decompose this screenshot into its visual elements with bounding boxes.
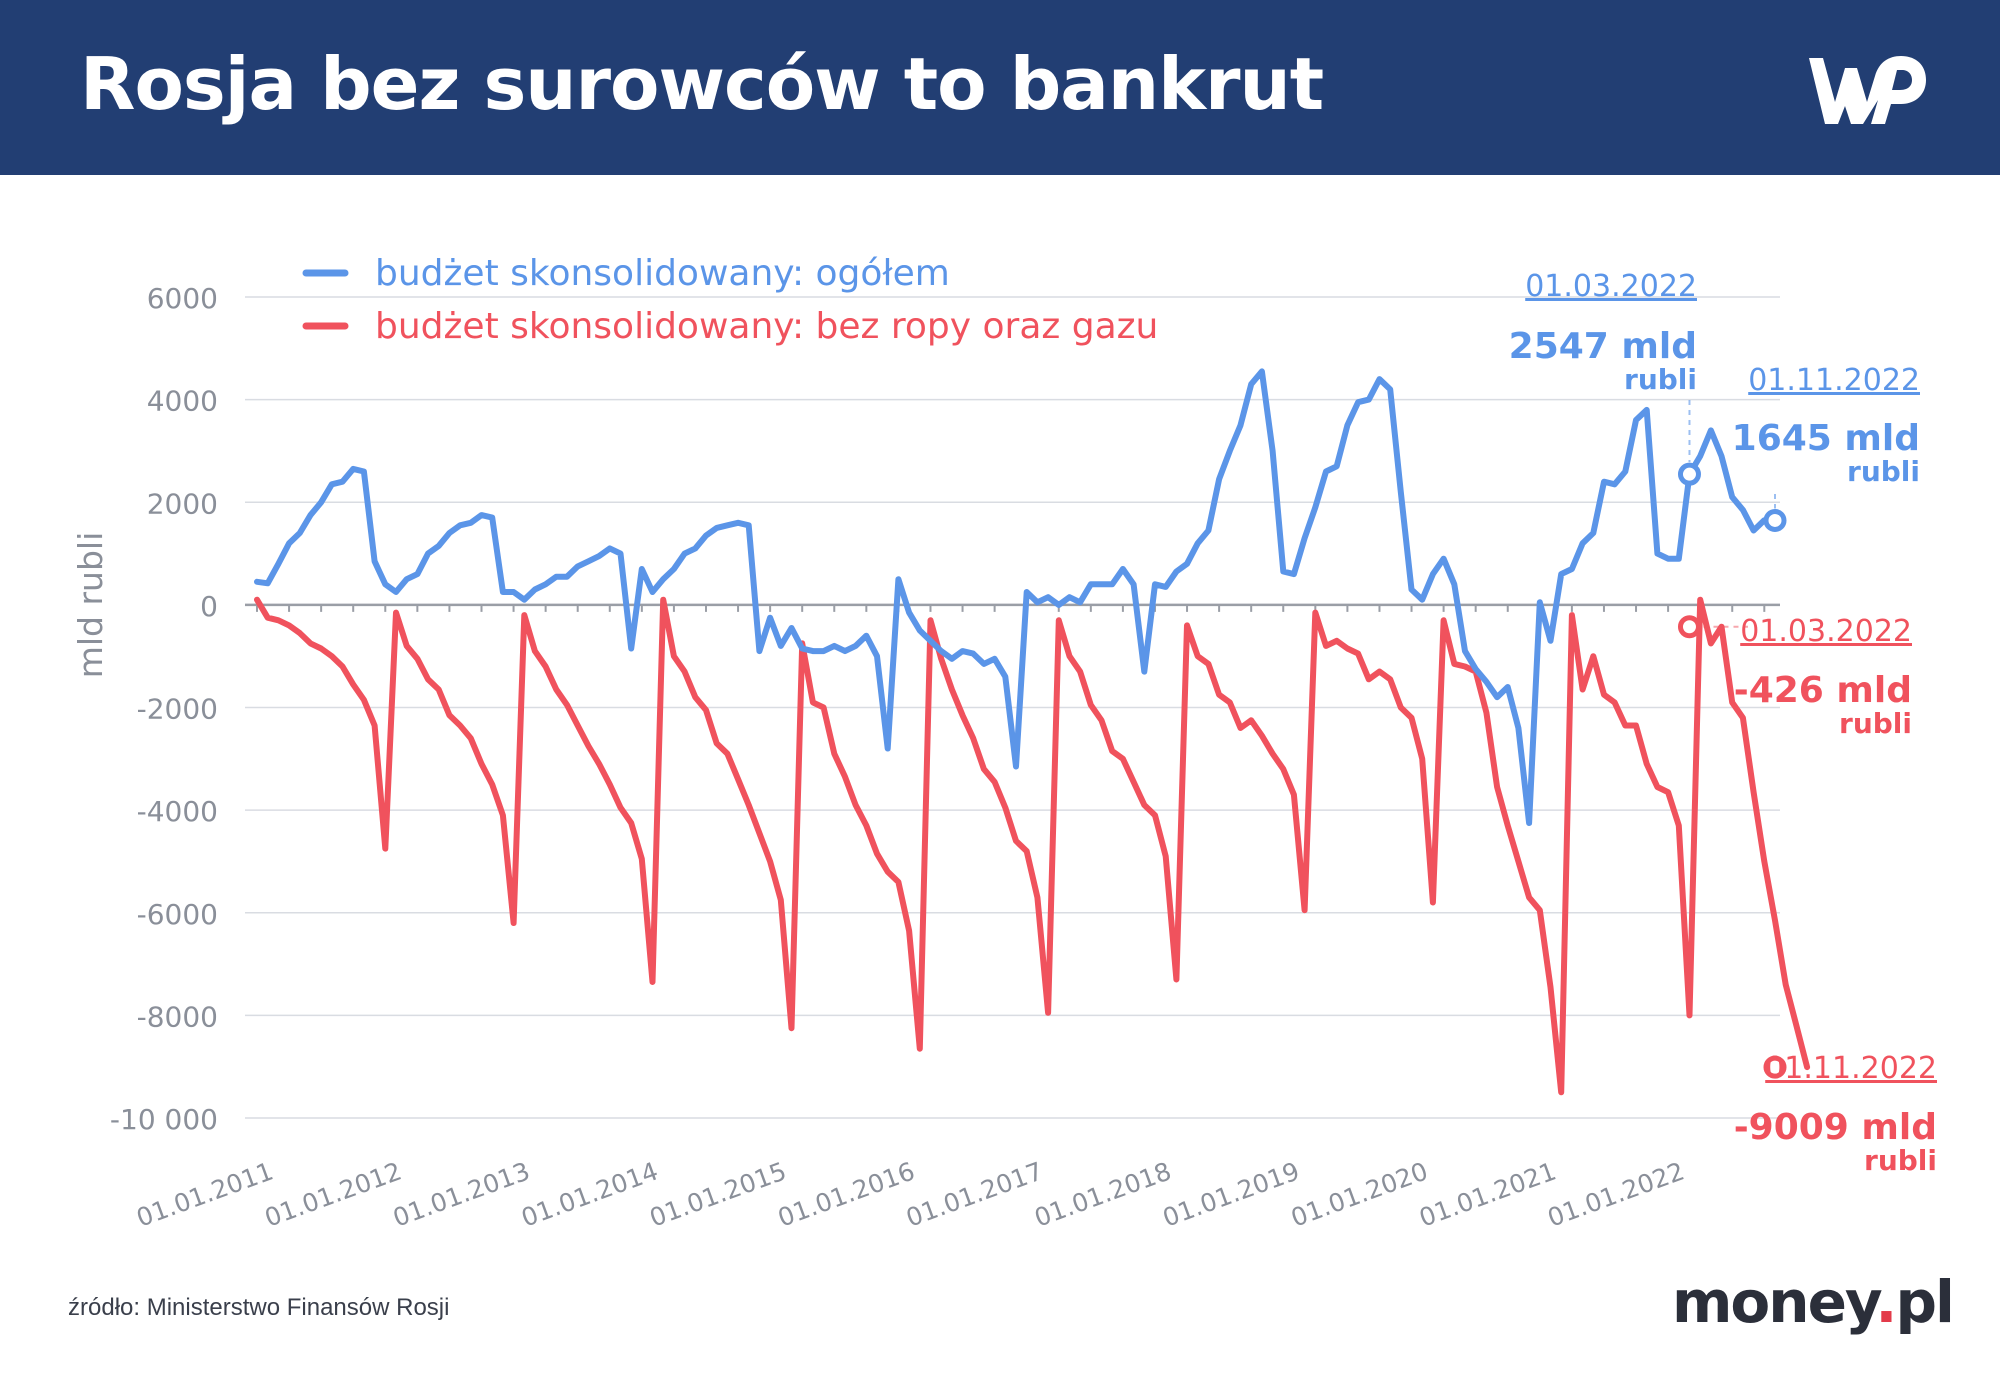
annotation-unit: rubli xyxy=(1624,363,1697,396)
series-lines xyxy=(254,368,1811,1096)
annotation-date: 01.03.2022 xyxy=(1740,614,1912,649)
x-tick-label: 01.01.2015 xyxy=(646,1156,790,1232)
legend: budżet skonsolidowany: ogółem budżet skon… xyxy=(302,253,1158,347)
x-tick-label: 01.01.2016 xyxy=(774,1156,918,1232)
y-tick-label: -6000 xyxy=(137,898,218,931)
x-tick-label: 01.01.2021 xyxy=(1415,1156,1559,1232)
budget-line-chart: 6000 4000 2000 0 -2000 -4000 -6000 -8000 -10 000… xyxy=(71,253,1937,1233)
y-axis-label: mld rubli xyxy=(71,532,110,679)
annotation-unit: rubli xyxy=(1839,707,1912,740)
x-tick-label: 01.01.2018 xyxy=(1031,1156,1175,1232)
annotation-date: 01.11.2022 xyxy=(1765,1051,1937,1086)
legend-label-total: budżet skonsolidowany: ogółem xyxy=(375,253,950,294)
x-tick-label: 01.01.2013 xyxy=(389,1156,533,1232)
legend-label-no-oil-gas: budżet skonsolidowany: bez ropy oraz gaz… xyxy=(375,306,1158,347)
x-tick-label: 01.01.2022 xyxy=(1544,1156,1688,1232)
y-tick-label: -8000 xyxy=(137,1000,218,1033)
annotation-marker xyxy=(1763,508,1787,532)
brand-logo: money.pl xyxy=(1672,1268,1955,1336)
annotation-marker xyxy=(1677,615,1701,639)
annotation-unit: rubli xyxy=(1864,1144,1937,1177)
annotation-marker xyxy=(1677,462,1701,486)
x-tick-label: 01.01.2019 xyxy=(1159,1156,1303,1232)
x-axis-ticks: 01.01.201101.01.201201.01.201301.01.2014… xyxy=(133,604,1766,1233)
y-tick-label: 2000 xyxy=(147,487,218,520)
y-tick-label: 6000 xyxy=(147,282,218,315)
page-title: Rosja bez surowców to bankrut xyxy=(80,42,1324,126)
source-note: źródło: Ministerstwo Finansów Rosji xyxy=(68,1294,450,1321)
annotation-value: -9009 mld xyxy=(1734,1107,1937,1148)
annotation-marker xyxy=(1763,1055,1787,1079)
series-line-total xyxy=(254,368,1778,826)
y-tick-label: -10 000 xyxy=(110,1103,218,1136)
annotation-date: 01.03.2022 xyxy=(1525,269,1697,304)
brand-name: money xyxy=(1672,1268,1877,1336)
brand-tld: pl xyxy=(1895,1268,1954,1336)
y-tick-label: -2000 xyxy=(137,693,218,726)
series-line-no-oil-gas xyxy=(254,596,1811,1096)
x-tick-label: 01.01.2014 xyxy=(517,1156,661,1232)
header-bar: Rosja bez surowców to bankrut xyxy=(0,0,2000,175)
brand-dot: . xyxy=(1875,1268,1897,1336)
y-tick-label: -4000 xyxy=(137,795,218,828)
x-tick-label: 01.01.2017 xyxy=(902,1156,1046,1232)
x-tick-label: 01.01.2020 xyxy=(1287,1156,1431,1232)
x-tick-label: 01.01.2011 xyxy=(133,1156,277,1232)
y-tick-label: 0 xyxy=(200,590,218,623)
annotation-unit: rubli xyxy=(1847,455,1920,488)
y-axis-ticks: 6000 4000 2000 0 -2000 -4000 -6000 -8000 -10 000 xyxy=(110,282,218,1136)
annotation-date: 01.11.2022 xyxy=(1748,363,1920,398)
annotation-value: -426 mld xyxy=(1734,670,1912,711)
annotation-value: 1645 mld xyxy=(1732,418,1920,459)
wp-logo-icon xyxy=(1809,56,1926,124)
annotation-value: 2547 mld xyxy=(1509,326,1697,367)
x-tick-label: 01.01.2012 xyxy=(261,1156,405,1232)
y-tick-label: 4000 xyxy=(147,385,218,418)
